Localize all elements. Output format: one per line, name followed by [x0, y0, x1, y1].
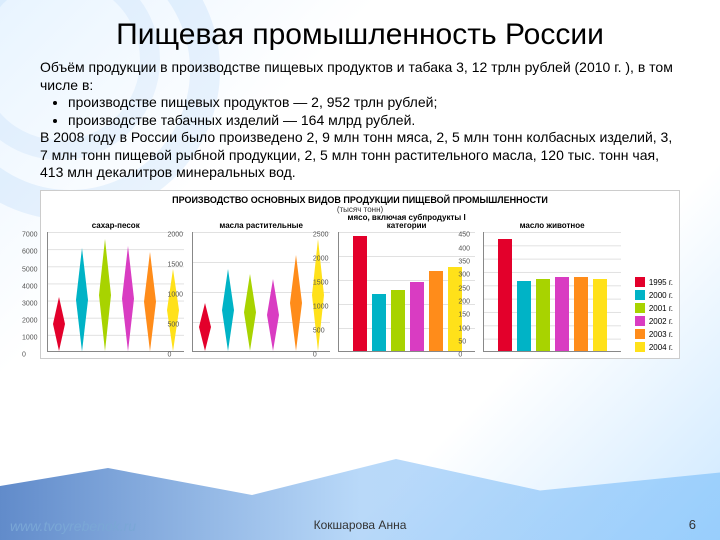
- diamond: [222, 269, 234, 351]
- diamond: [99, 239, 111, 351]
- diamond: [53, 297, 65, 351]
- legend-label: 2001 г.: [649, 304, 673, 313]
- y-tick: 350: [458, 258, 470, 265]
- chart-panel: масла растительные0500100015002000: [192, 222, 329, 352]
- panel-title: мясо, включая субпродукты I категории: [338, 214, 475, 231]
- bar: [593, 279, 607, 351]
- y-tick: 6000: [22, 249, 38, 256]
- bar-row: [484, 232, 620, 351]
- y-tick: 3000: [22, 300, 38, 307]
- bar: [536, 279, 550, 351]
- y-tick: 7000: [22, 232, 38, 239]
- legend-item: 1995 г.: [635, 277, 673, 287]
- bar: [353, 236, 367, 351]
- y-tick: 0: [22, 352, 26, 359]
- bar: [574, 277, 588, 352]
- diamond: [199, 303, 211, 351]
- plot-area: 0500100015002000: [192, 232, 329, 352]
- footer-page: 6: [689, 517, 696, 532]
- y-tick: 1000: [313, 304, 329, 311]
- diamond: [122, 246, 134, 351]
- legend-item: 2001 г.: [635, 303, 673, 313]
- plot-area: 05001000150020002500: [338, 232, 475, 352]
- legend-swatch: [635, 342, 645, 352]
- y-tick: 1000: [22, 335, 38, 342]
- chart-panel: сахар-песок01000200030004000500060007000: [47, 222, 184, 352]
- para2: В 2008 году в России было произведено 2,…: [40, 129, 680, 182]
- legend-swatch: [635, 290, 645, 300]
- diamond: [144, 252, 156, 351]
- bar: [555, 277, 569, 352]
- y-tick: 2000: [22, 318, 38, 325]
- legend-item: 2002 г.: [635, 316, 673, 326]
- diamond: [76, 248, 88, 352]
- body-text: Объём продукции в производстве пищевых п…: [40, 59, 680, 182]
- page-title: Пищевая промышленность России: [40, 18, 680, 51]
- y-tick: 400: [458, 245, 470, 252]
- y-tick: 0: [167, 352, 171, 359]
- bar: [429, 271, 443, 352]
- panel-title: масла растительные: [219, 222, 303, 230]
- y-tick: 500: [167, 322, 179, 329]
- y-tick: 100: [458, 325, 470, 332]
- diamond: [167, 269, 179, 351]
- legend-item: 2003 г.: [635, 329, 673, 339]
- para1: Объём продукции в производстве пищевых п…: [40, 59, 680, 94]
- y-tick: 250: [458, 285, 470, 292]
- chart-title: ПРОИЗВОДСТВО ОСНОВНЫХ ВИДОВ ПРОДУКЦИИ ПИ…: [47, 195, 673, 205]
- legend-label: 2004 г.: [649, 343, 673, 352]
- y-tick: 4000: [22, 283, 38, 290]
- legend-label: 2002 г.: [649, 317, 673, 326]
- legend-swatch: [635, 316, 645, 326]
- legend-label: 2003 г.: [649, 330, 673, 339]
- legend-item: 2004 г.: [635, 342, 673, 352]
- bar: [372, 294, 386, 351]
- legend-label: 1995 г.: [649, 278, 673, 287]
- y-tick: 5000: [22, 266, 38, 273]
- legend-swatch: [635, 277, 645, 287]
- y-tick: 2000: [167, 232, 183, 239]
- chart-container: ПРОИЗВОДСТВО ОСНОВНЫХ ВИДОВ ПРОДУКЦИИ ПИ…: [40, 190, 680, 360]
- y-tick: 1000: [167, 292, 183, 299]
- y-tick: 1500: [313, 280, 329, 287]
- plot-area: 01000200030004000500060007000: [47, 232, 184, 352]
- y-tick: 1500: [167, 262, 183, 269]
- diamond: [244, 274, 256, 351]
- diamond-row: [48, 232, 184, 351]
- diamond-row: [193, 232, 329, 351]
- panel-title: сахар-песок: [92, 222, 140, 230]
- y-tick: 2500: [313, 232, 329, 239]
- chart-legend: 1995 г. 2000 г. 2001 г. 2002 г. 2003 г. 2004 …: [629, 263, 673, 352]
- panel-title: масло животное: [520, 222, 585, 230]
- y-tick: 150: [458, 312, 470, 319]
- legend-swatch: [635, 303, 645, 313]
- legend-label: 2000 г.: [649, 291, 673, 300]
- bullet-2: производстве табачных изделий — 164 млрд…: [68, 112, 680, 130]
- y-tick: 300: [458, 272, 470, 279]
- footer-author: Кокшарова Анна: [0, 518, 720, 532]
- bar: [410, 282, 424, 352]
- diamond: [267, 279, 279, 351]
- bar: [498, 239, 512, 351]
- bar: [517, 281, 531, 352]
- diamond: [290, 255, 302, 351]
- chart-panel: мясо, включая субпродукты I категории050…: [338, 214, 475, 353]
- y-tick: 450: [458, 232, 470, 239]
- bar: [391, 290, 405, 351]
- chart-panel: масло животное 05010015020025030035040045…: [483, 222, 620, 352]
- legend-swatch: [635, 329, 645, 339]
- y-tick: 200: [458, 298, 470, 305]
- legend-item: 2000 г.: [635, 290, 673, 300]
- bar-row: [339, 232, 475, 351]
- y-tick: 2000: [313, 256, 329, 263]
- y-tick: 50: [458, 338, 466, 345]
- y-tick: 0: [458, 352, 462, 359]
- y-tick: 500: [313, 328, 325, 335]
- bullet-1: производстве пищевых продуктов — 2, 952 …: [68, 94, 680, 112]
- plot-area: 050100150200250300350400450: [483, 232, 620, 352]
- y-tick: 0: [313, 352, 317, 359]
